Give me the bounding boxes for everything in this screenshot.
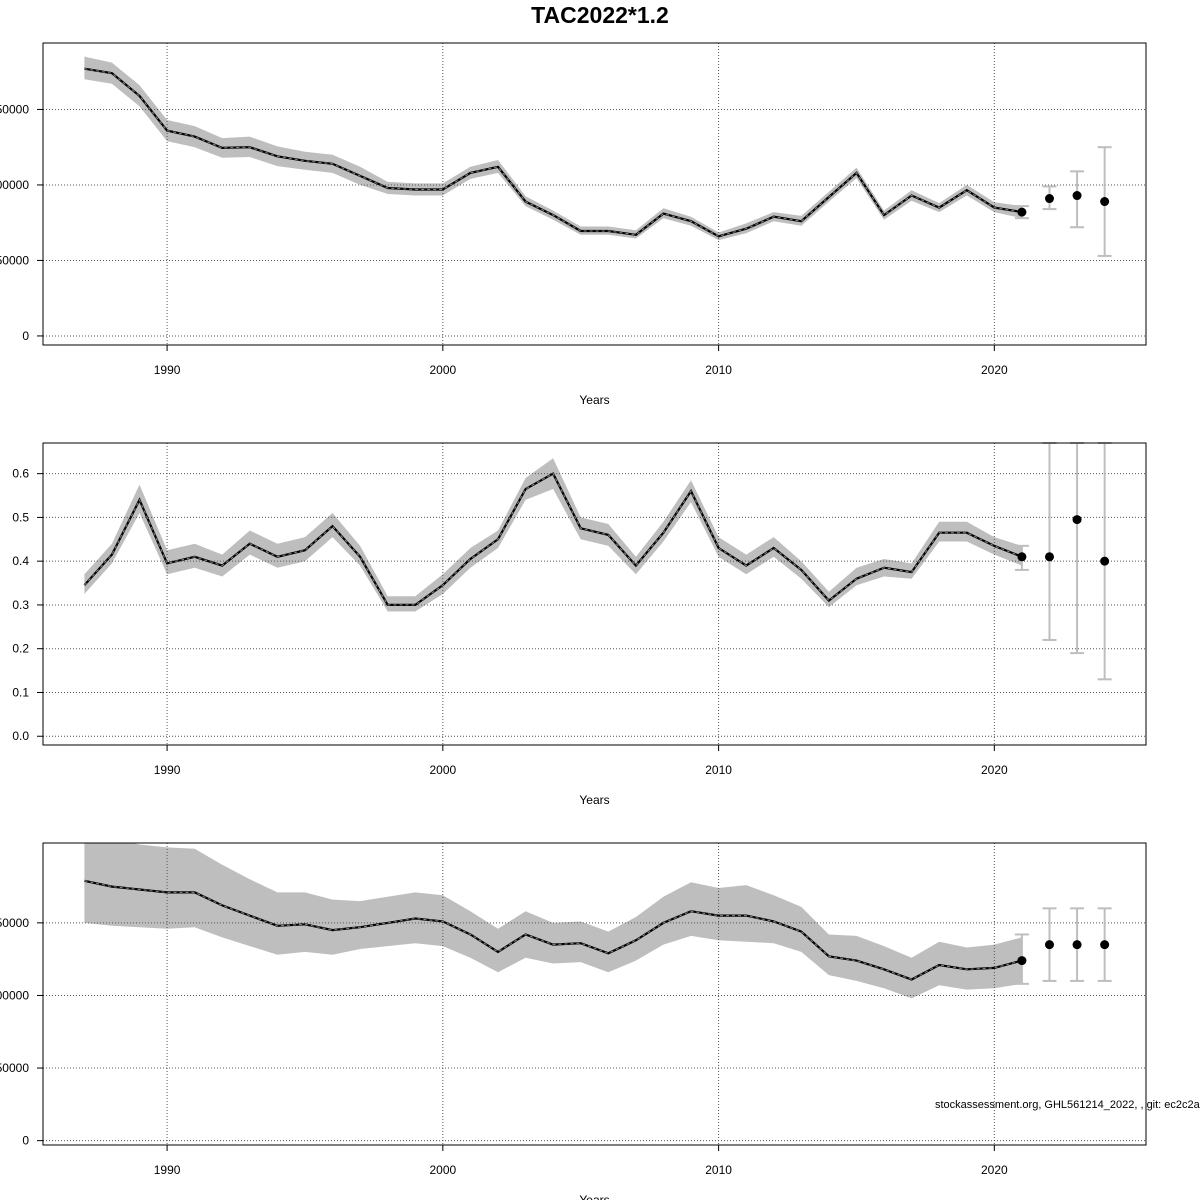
panel2-xtick-label-2020: 2020 [981, 763, 1008, 777]
panel1-xtick-label-2010: 2010 [705, 363, 732, 377]
panel3-plot-frame [42, 842, 1147, 1146]
panel3-confidence-band [84, 843, 1022, 999]
panel2-plot-frame [42, 442, 1147, 746]
panel1-projection-point-2022 [1044, 194, 1054, 204]
footnote: stockassessment.org, GHL561214_2022, , g… [935, 1099, 1200, 1111]
panel1-xtick-label-2000: 2000 [429, 363, 456, 377]
panel2-projection-point-2021 [1017, 552, 1027, 562]
panel3-projection-point-2022 [1044, 940, 1054, 950]
panel3-projection-point-2023 [1072, 940, 1082, 950]
panel2-xtick-label-1990: 1990 [154, 763, 181, 777]
panel2-estimate-line-dash [84, 472, 1023, 606]
panel1-ytick-label-0: 0 [22, 329, 29, 343]
panel2-ytick-label-2: 0.2 [12, 642, 29, 656]
panel3-ytick-label-0: 0 [22, 1134, 29, 1148]
panel2-x-axis-label: Years [579, 793, 609, 807]
panel3-ytick-label-2: 100000 [0, 988, 29, 1002]
panel2-ytick-label-1: 0.1 [12, 685, 29, 699]
chart-title: TAC2022*1.2 [531, 2, 669, 28]
panel1-xtick-label-1990: 1990 [154, 363, 181, 377]
panel2-projection-point-2024 [1100, 556, 1110, 566]
panel2-ytick-label-5: 0.5 [12, 510, 29, 524]
panel2-projection-point-2022 [1044, 552, 1054, 562]
panel2-xtick-label-2000: 2000 [429, 763, 456, 777]
panel1-ytick-label-3: 150000 [0, 102, 29, 116]
panel2-projection-point-2023 [1072, 515, 1082, 525]
panel3-x-axis-label: Years [579, 1193, 609, 1200]
panel3-ytick-label-1: 50000 [0, 1061, 29, 1075]
panel1-ytick-label-1: 50000 [0, 253, 29, 267]
panel1-projection-point-2021 [1017, 207, 1027, 217]
panel2-ytick-label-0: 0.0 [12, 729, 29, 743]
panel1-estimate-line-dash [84, 68, 1022, 237]
panel3-xtick-label-2010: 2010 [705, 1163, 732, 1177]
panel2-ytick-label-4: 0.4 [12, 554, 29, 568]
panel3-xtick-label-2020: 2020 [981, 1163, 1008, 1177]
panel3-xtick-label-2000: 2000 [429, 1163, 456, 1177]
panel2-ytick-label-6: 0.6 [12, 467, 29, 481]
panel1-ytick-label-2: 100000 [0, 178, 29, 192]
panel3-xtick-label-1990: 1990 [154, 1163, 181, 1177]
panel2-estimate-line [83, 472, 1023, 607]
panel1-projection-point-2024 [1100, 197, 1110, 207]
panel1-confidence-band [84, 56, 1022, 241]
panel3-ytick-label-3: 150000 [0, 916, 29, 930]
panel2-xtick-label-2010: 2010 [705, 763, 732, 777]
panel3-estimate-line-dash [84, 880, 1023, 981]
panel1-xtick-label-2020: 2020 [981, 363, 1008, 377]
panel1-plot-frame [42, 42, 1147, 346]
panel3-projection-point-2024 [1100, 940, 1110, 950]
panel1-projection-point-2023 [1072, 191, 1082, 201]
panel1-x-axis-label: Years [579, 393, 609, 407]
panel2-ytick-label-3: 0.3 [12, 598, 29, 612]
panel2-confidence-band [84, 458, 1022, 612]
panel3-projection-point-2021 [1017, 956, 1027, 966]
